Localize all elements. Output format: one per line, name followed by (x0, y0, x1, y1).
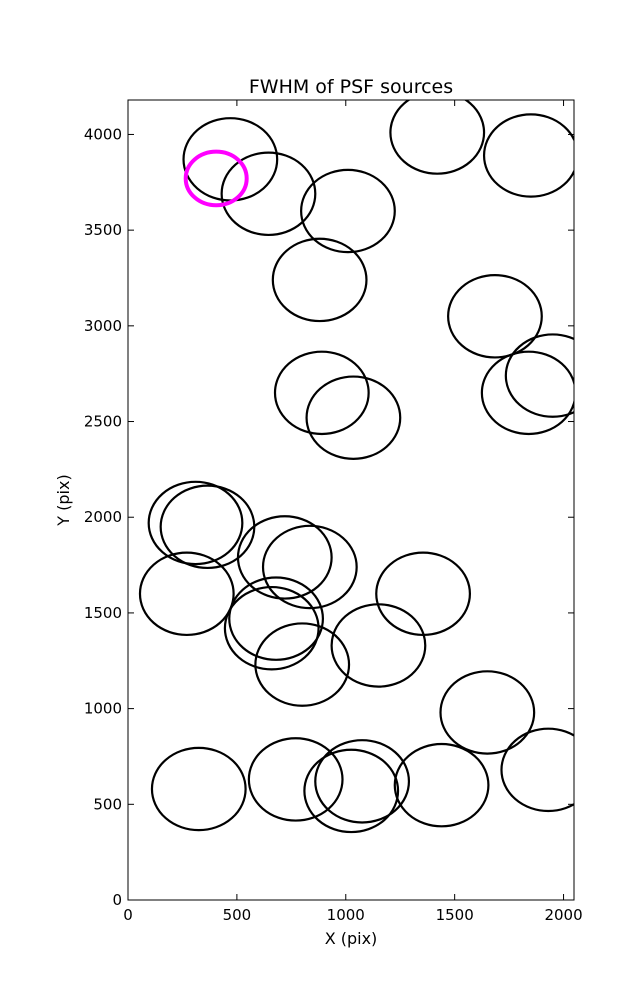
marker-series0-5 (482, 113, 574, 198)
y-tick-label: 4000 (84, 125, 122, 143)
marker-series0-21 (439, 670, 536, 755)
marker-series0-22 (500, 727, 574, 813)
marker-series0-7 (480, 350, 574, 436)
y-tick-label: 0 (112, 891, 122, 909)
marker-series0-11 (147, 480, 244, 566)
x-tick-label: 1500 (436, 906, 474, 924)
marker-series1-0 (183, 149, 249, 208)
marker-series0-24 (247, 737, 344, 822)
marker-series0-9 (273, 350, 370, 436)
marker-series0-26 (303, 748, 400, 834)
marker-series0-25 (314, 739, 411, 824)
chart-title: FWHM of PSF sources (249, 76, 453, 98)
marker-series0-20 (330, 603, 427, 688)
y-tick-label: 3000 (84, 317, 122, 335)
x-axis-label: X (pix) (325, 929, 378, 948)
marker-series0-13 (236, 515, 333, 600)
marker-series0-27 (393, 742, 490, 828)
y-tick-label: 1000 (84, 700, 122, 718)
marker-series0-19 (254, 622, 351, 707)
marker-series0-14 (261, 524, 358, 610)
y-axis: 0 500 1000 1500 2000 2500 3000 3500 4000 (84, 125, 574, 909)
marker-series0-16 (138, 551, 235, 637)
marker-series0-1 (220, 151, 317, 237)
markers-layer (138, 100, 574, 834)
x-tick-label: 2000 (544, 906, 582, 924)
y-tick-label: 2000 (84, 508, 122, 526)
y-axis-label: Y (pix) (54, 474, 73, 526)
marker-series0-2 (300, 168, 396, 254)
marker-series0-6 (447, 274, 543, 359)
y-tick-label: 1500 (84, 604, 122, 622)
marker-series0-8 (504, 333, 574, 418)
plot-frame (127, 99, 575, 901)
x-tick-label: 0 (123, 906, 133, 924)
y-tick-label: 2500 (84, 413, 122, 431)
marker-series0-10 (305, 375, 402, 460)
y-tick-label: 3500 (84, 221, 122, 239)
marker-series0-23 (150, 746, 247, 832)
y-tick-label: 500 (93, 795, 122, 813)
marker-series0-3 (271, 237, 368, 323)
marker-series0-17 (223, 585, 320, 671)
x-axis: 0 500 1000 1500 2000 (123, 100, 583, 924)
x-tick-label: 500 (223, 906, 252, 924)
marker-series0-4 (389, 100, 486, 175)
marker-series0-18 (228, 576, 325, 661)
x-tick-label: 1000 (327, 906, 365, 924)
